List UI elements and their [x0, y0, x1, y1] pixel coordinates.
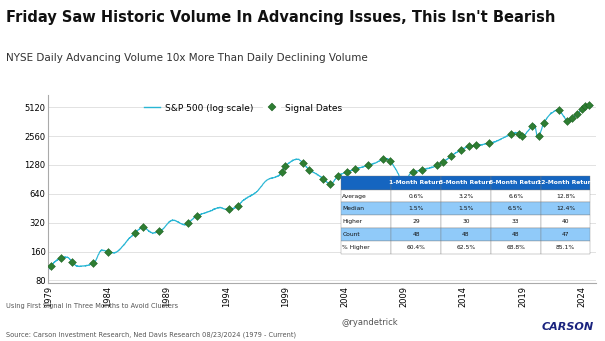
Point	[539, 120, 549, 126]
Point	[333, 174, 342, 179]
Text: Source: Carson Investment Research, Ned Davis Research 08/23/2024 (1979 - Curren: Source: Carson Investment Research, Ned …	[6, 331, 296, 338]
Point	[350, 166, 360, 172]
Point	[563, 119, 572, 124]
Point	[433, 163, 442, 168]
Point	[46, 264, 56, 269]
Point	[318, 176, 328, 182]
Point	[139, 225, 148, 230]
Text: CARSON: CARSON	[541, 323, 594, 332]
Point	[342, 169, 352, 175]
Text: NYSE Daily Advancing Volume 10x More Than Daily Declining Volume: NYSE Daily Advancing Volume 10x More Tha…	[6, 53, 368, 63]
Legend: S&P 500 (log scale), Signal Dates: S&P 500 (log scale), Signal Dates	[140, 100, 345, 116]
Point	[534, 134, 544, 139]
Point	[398, 184, 408, 190]
Point	[88, 261, 98, 266]
Point	[514, 131, 524, 137]
Point	[446, 153, 456, 159]
Point	[584, 102, 594, 107]
Point	[183, 220, 193, 226]
Point	[130, 230, 140, 236]
Point	[402, 181, 411, 186]
Point	[567, 115, 577, 121]
Point	[464, 144, 474, 149]
Point	[485, 140, 494, 146]
Point	[385, 158, 394, 163]
Point	[580, 104, 590, 109]
Point	[408, 169, 418, 175]
Point	[518, 133, 528, 139]
Point	[281, 163, 290, 169]
Text: Using First Signal in Three Months to Avoid Clusters: Using First Signal in Three Months to Av…	[6, 302, 178, 309]
Point	[506, 132, 515, 137]
Point	[471, 143, 481, 148]
Point	[304, 167, 314, 172]
Point	[233, 203, 243, 209]
Point	[67, 259, 77, 264]
Point	[554, 108, 564, 113]
Point	[277, 169, 287, 175]
Point	[378, 157, 387, 162]
Point	[325, 181, 335, 187]
Point	[438, 159, 448, 165]
Point	[224, 207, 234, 212]
Point	[572, 112, 582, 117]
Point	[364, 163, 373, 168]
Point	[417, 167, 427, 173]
Point	[154, 228, 163, 234]
Point	[456, 147, 466, 153]
Text: Friday Saw Historic Volume In Advancing Issues, This Isn't Bearish: Friday Saw Historic Volume In Advancing …	[6, 10, 555, 25]
Point	[577, 106, 586, 112]
Text: @ryandetrick: @ryandetrick	[342, 318, 399, 327]
Point	[57, 255, 67, 261]
Point	[103, 249, 113, 254]
Point	[527, 123, 537, 129]
Point	[192, 213, 201, 219]
Point	[298, 161, 308, 166]
